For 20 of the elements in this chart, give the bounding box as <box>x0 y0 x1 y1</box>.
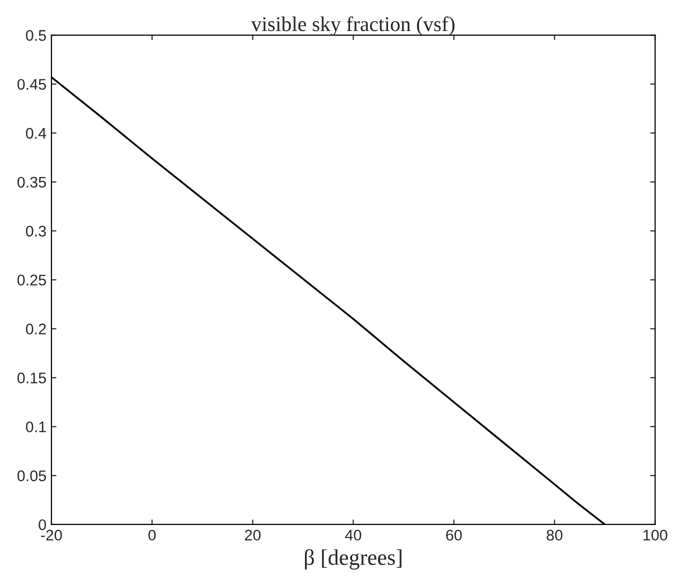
y-tick-label: 0.35 <box>17 176 46 188</box>
y-tick-label: 0.25 <box>17 274 46 286</box>
y-tick-label: 0.3 <box>26 226 46 237</box>
x-tick-label: 40 <box>345 530 362 541</box>
x-tick-label: 0 <box>148 530 156 541</box>
x-tick-label: 80 <box>546 530 562 541</box>
y-tick-label: 0 <box>38 519 46 530</box>
y-tick-label: 0.05 <box>17 470 46 482</box>
y-tick-label: 0.5 <box>26 30 46 41</box>
chart-title: visible sky fraction (vsf) <box>251 16 454 36</box>
x-axis-title: β [degrees] <box>304 549 402 570</box>
x-tick-label: 20 <box>244 530 261 541</box>
x-tick-label: 60 <box>446 530 462 541</box>
y-tick-label: 0.15 <box>17 372 46 384</box>
y-tick-label: 0.1 <box>26 421 46 432</box>
y-tick-label: 0.2 <box>26 324 46 334</box>
y-tick-label: 0.45 <box>17 78 46 90</box>
x-tick-label: -20 <box>41 530 62 541</box>
y-tick-label: 0.4 <box>26 128 46 139</box>
x-tick-label: 100 <box>644 530 668 541</box>
